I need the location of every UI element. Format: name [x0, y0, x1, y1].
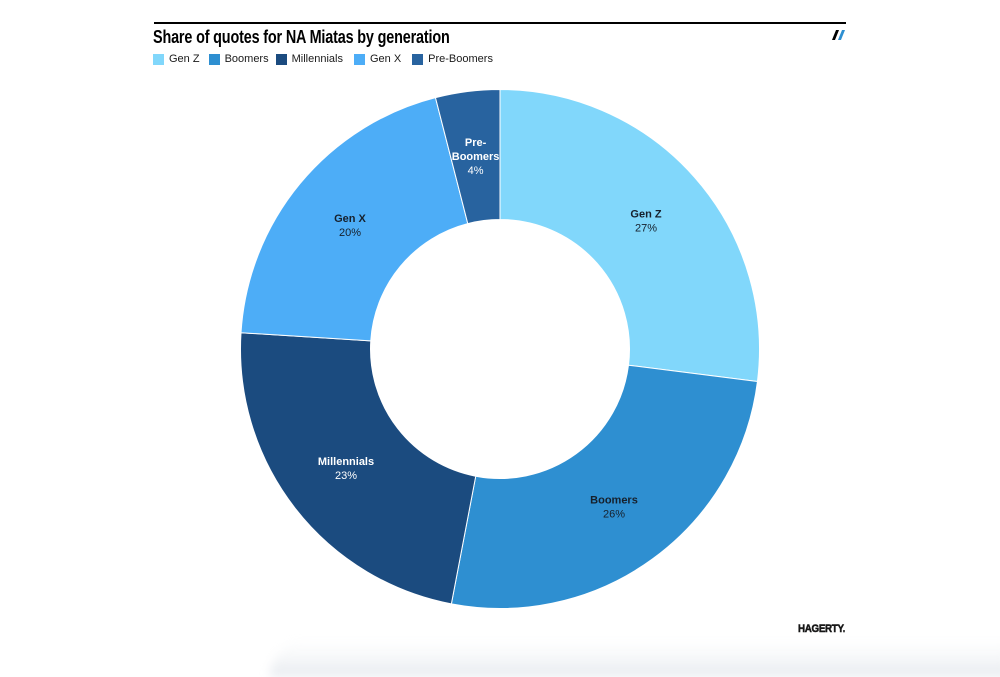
- svg-text:26%: 26%: [603, 508, 625, 520]
- svg-text:27%: 27%: [635, 222, 657, 234]
- svg-text:Gen X: Gen X: [334, 213, 366, 225]
- svg-text:Boomers: Boomers: [590, 494, 638, 506]
- svg-text:4%: 4%: [468, 165, 484, 177]
- svg-text:20%: 20%: [339, 227, 361, 239]
- svg-text:Boomers: Boomers: [452, 151, 500, 163]
- svg-text:Millennials: Millennials: [318, 456, 374, 468]
- svg-text:23%: 23%: [335, 470, 357, 482]
- svg-text:Pre-: Pre-: [465, 137, 487, 149]
- svg-text:Gen Z: Gen Z: [630, 208, 661, 220]
